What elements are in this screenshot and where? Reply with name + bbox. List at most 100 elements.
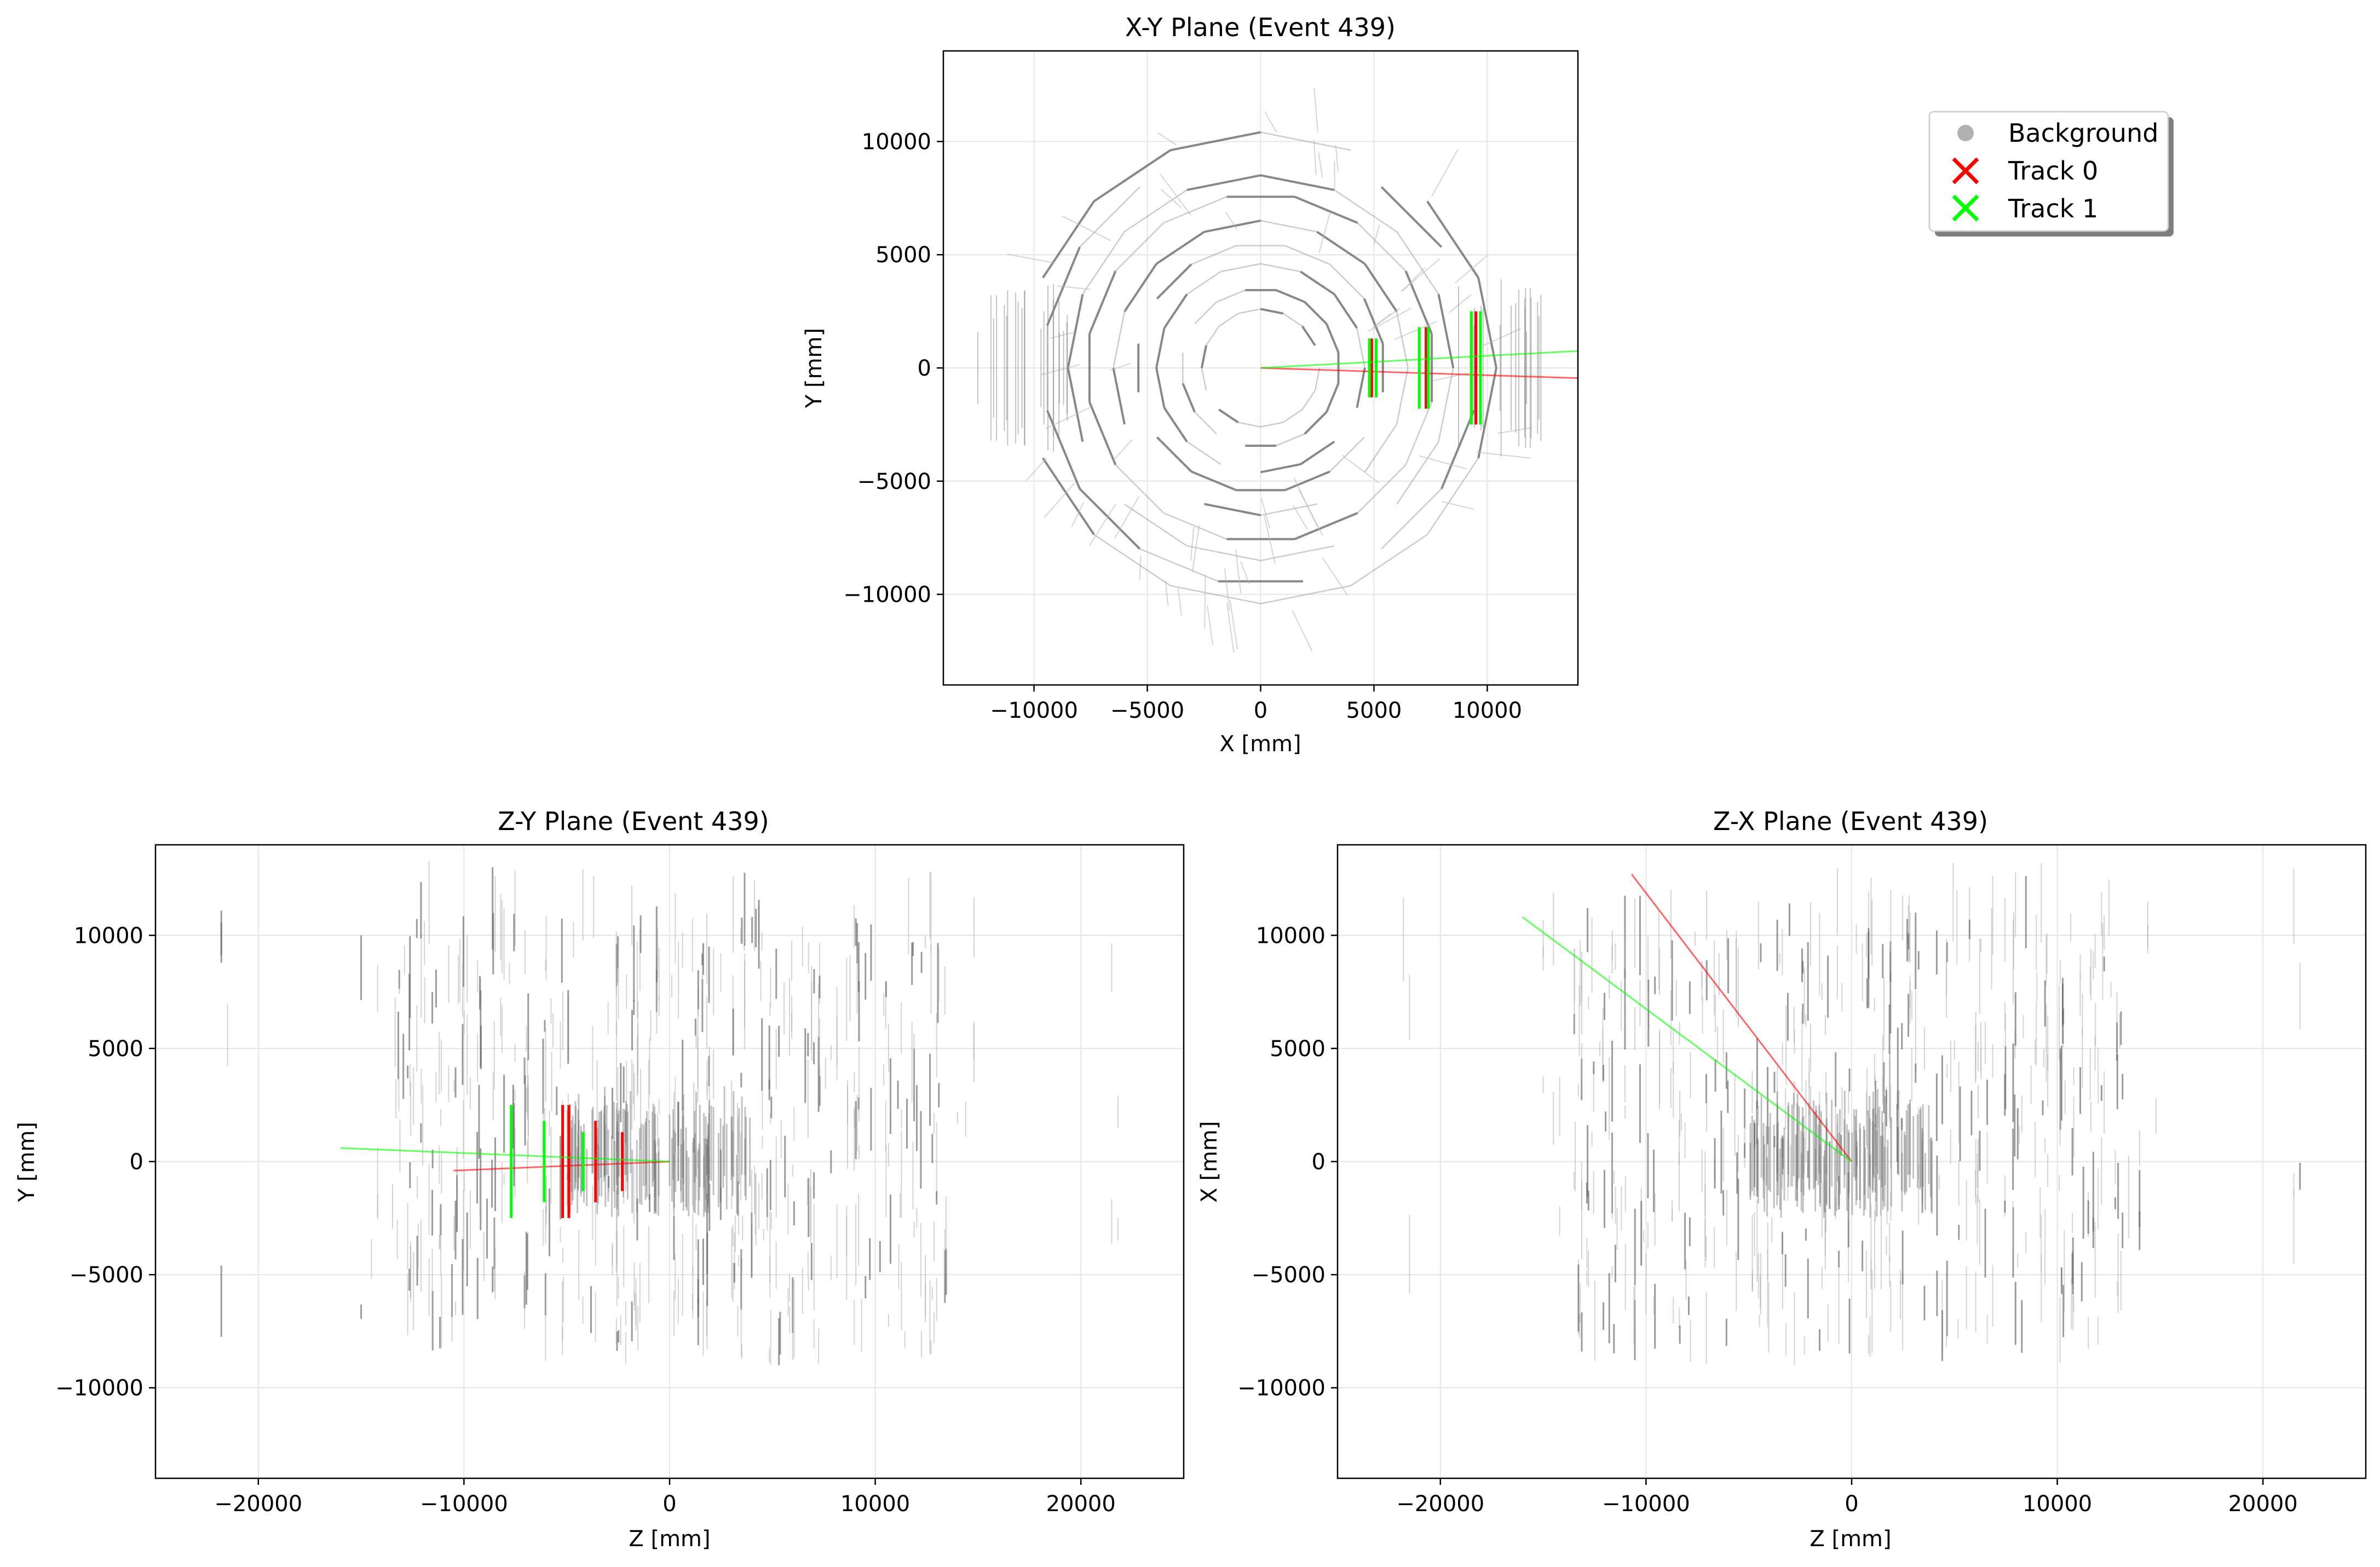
xy-background-hit <box>1190 527 1195 561</box>
xy-background-hit <box>1260 422 1283 428</box>
zx-tracks <box>1522 873 1853 1162</box>
xy-background-hit <box>1088 270 1117 335</box>
xy-background-hit <box>1110 362 1131 371</box>
xy-background-hit <box>1396 311 1409 368</box>
zx-track-0-line <box>1630 873 1853 1162</box>
xy-background-hit <box>1329 436 1365 473</box>
xy-background-hit <box>1139 555 1142 581</box>
xy-background-hit <box>1301 325 1316 346</box>
xy-background-hit <box>1191 470 1237 492</box>
xy-background-hit <box>1364 263 1398 313</box>
xy-background-hit <box>1333 293 1358 329</box>
xy-background-hit <box>1226 602 1235 653</box>
xy-background-hit <box>1113 311 1126 368</box>
zx-x-tick-label: 10000 <box>2022 1491 2092 1517</box>
xy-background-hit <box>1300 270 1335 296</box>
xy-background-hit <box>1334 189 1397 233</box>
xy-background-hit <box>1372 313 1391 328</box>
xy-background-hits <box>977 87 1542 653</box>
zy-y-ticks: −10000 −5000 0 5000 10000 <box>55 923 155 1401</box>
zy-x-tick-label: 0 <box>662 1491 676 1517</box>
xy-y-axis-label: Y [mm] <box>802 328 827 408</box>
xy-background-hit <box>1396 441 1439 505</box>
xy-x-axis-label: X [mm] <box>1219 731 1301 757</box>
xy-background-hit <box>1163 293 1188 329</box>
xy-background-hit <box>1294 195 1358 224</box>
xy-background-hit <box>1163 407 1188 442</box>
xy-background-hit <box>1218 408 1239 424</box>
xy-background-hit <box>1426 200 1479 279</box>
xy-tracks <box>1260 311 1578 425</box>
xy-background-hit <box>1067 367 1084 442</box>
zx-x-tick-label: −20000 <box>1396 1491 1484 1517</box>
xy-background-hit <box>1062 215 1111 241</box>
xy-background-hit <box>1260 263 1301 273</box>
panel-zy: Z-Y Plane (Event 439) −20000 −10000 0 10000… <box>14 806 1185 1552</box>
xy-background-hit <box>1261 498 1271 529</box>
xy-background-hit <box>1238 308 1261 314</box>
xy-background-hit <box>1186 545 1261 562</box>
xy-background-hit <box>1292 609 1313 652</box>
xy-background-hit <box>1381 488 1442 550</box>
zy-x-tick-label: −10000 <box>420 1491 508 1517</box>
zx-background-hits <box>1403 862 2301 1365</box>
xy-background-hit <box>1440 410 1476 489</box>
xy-background-hit <box>1404 270 1433 335</box>
xy-y-ticks: −10000 −5000 0 5000 10000 <box>843 129 943 608</box>
xy-background-hit <box>1437 293 1455 368</box>
zx-y-tick-label: 5000 <box>1270 1036 1326 1062</box>
xy-background-hit <box>1326 323 1340 353</box>
xy-background-hit <box>1438 367 1454 442</box>
xy-background-hit <box>1046 410 1081 489</box>
zx-y-tick-label: 0 <box>1312 1150 1326 1175</box>
xy-background-hit <box>1318 152 1323 178</box>
xy-background-hit <box>1373 224 1380 245</box>
xy-background-hit <box>1304 411 1328 435</box>
xy-background-hit <box>1093 149 1171 203</box>
xy-background-hit <box>1194 301 1217 325</box>
legend-background-marker <box>1957 125 1974 141</box>
xy-background-hit <box>1114 496 1140 539</box>
xy-background-hit <box>1357 222 1407 272</box>
xy-background-hit <box>1025 457 1047 481</box>
xy-background-hit <box>1156 436 1192 473</box>
xy-background-hit <box>1156 263 1192 299</box>
xy-background-hit <box>1454 255 1489 284</box>
zx-x-tick-label: 20000 <box>2228 1491 2298 1517</box>
xy-background-hit <box>1224 568 1230 611</box>
xy-background-hit <box>1186 174 1261 191</box>
xy-background-hit <box>1477 277 1497 368</box>
xy-background-hit <box>1124 189 1188 233</box>
xy-background-hit <box>1123 263 1157 313</box>
xy-background-hit <box>1394 320 1437 341</box>
xy-background-hit <box>1115 222 1165 272</box>
zx-y-ticks: −10000 −5000 0 5000 10000 <box>1237 923 1338 1401</box>
xy-background-hit <box>1163 512 1227 540</box>
xy-background-hit <box>1301 390 1316 410</box>
xy-y-tick-label: 0 <box>918 356 931 381</box>
xy-background-hit <box>1155 367 1166 408</box>
zx-x-tick-label: 0 <box>1845 1491 1858 1517</box>
xy-background-hit <box>1079 186 1140 248</box>
xy-background-hit <box>1186 441 1221 465</box>
xy-background-hit <box>1264 515 1276 564</box>
zy-x-tick-label: 20000 <box>1046 1491 1116 1517</box>
zx-grid <box>1338 845 2366 1478</box>
xy-background-hit <box>1313 140 1317 175</box>
xy-background-hit <box>1341 454 1380 484</box>
zy-track-1-line <box>340 1147 670 1162</box>
xy-background-hit <box>1300 440 1335 465</box>
xy-background-hit <box>1260 308 1284 315</box>
zy-y-tick-label: 10000 <box>74 923 143 948</box>
xy-background-hit <box>1276 433 1305 447</box>
xy-background-hit <box>1442 501 1474 510</box>
xy-background-hit <box>1396 367 1409 425</box>
zx-title: Z-X Plane (Event 439) <box>1713 806 1988 836</box>
xy-background-hit <box>1229 599 1238 650</box>
xy-x-tick-label: 10000 <box>1453 698 1522 723</box>
xy-background-hit <box>1067 293 1084 368</box>
zy-tracks <box>340 1105 670 1218</box>
legend-track-0-label: Track 0 <box>2008 156 2098 186</box>
panel-xy: X-Y Plane (Event 439) −10000 −5000 0 5000 10… <box>802 13 1579 757</box>
xy-background-hit <box>1160 188 1182 209</box>
